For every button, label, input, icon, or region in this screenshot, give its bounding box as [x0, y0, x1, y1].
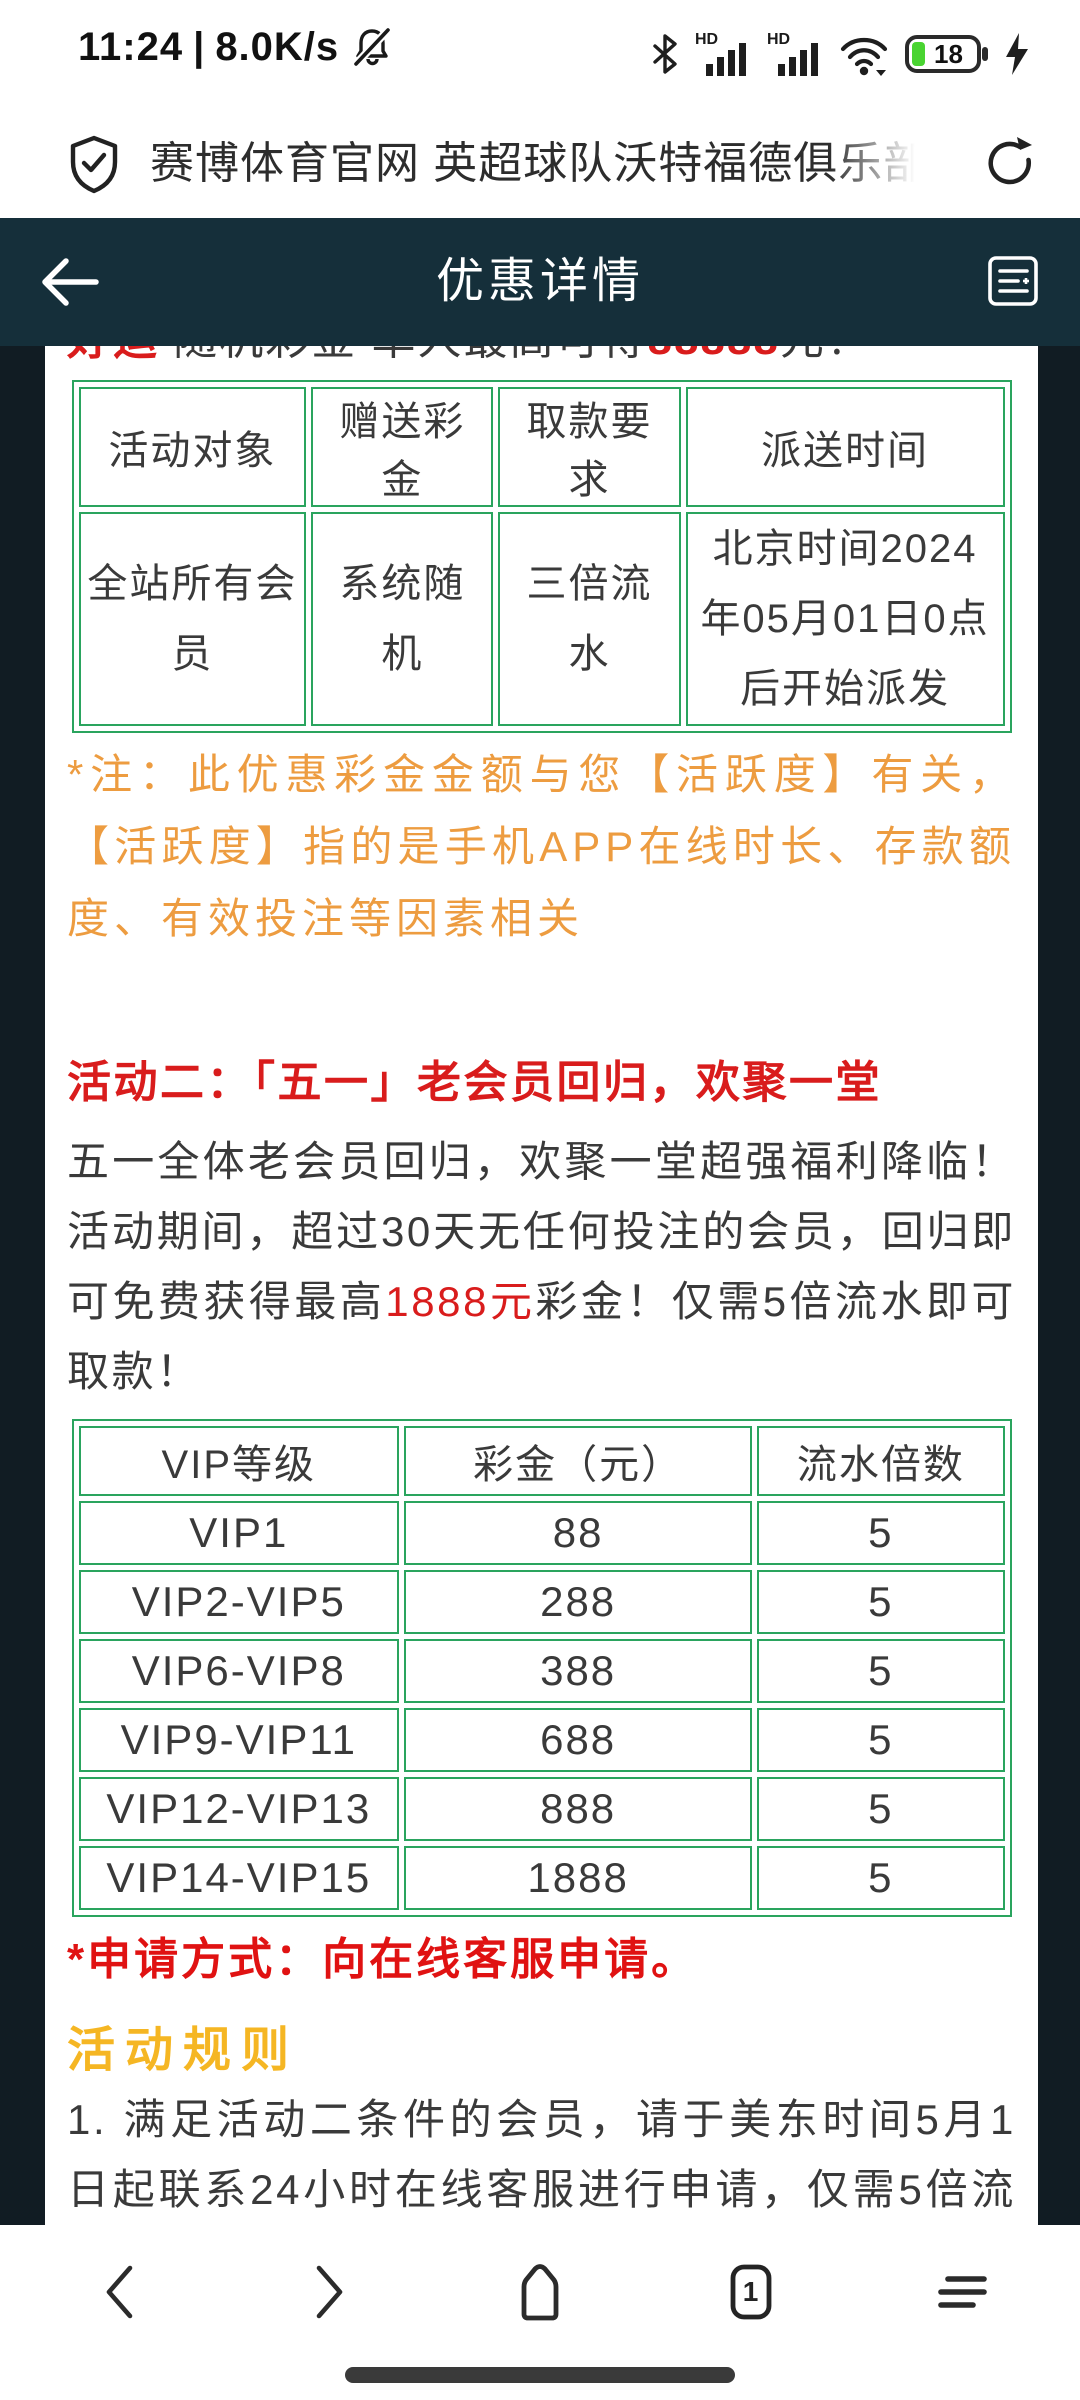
table-cell: 5 [757, 1846, 1005, 1910]
table-cell: 北京时间2024年05月01日0点后开始派发 [685, 512, 1005, 726]
status-bar: 11:24 | 8.0K/s HD [0, 0, 1080, 110]
activity2-body-text: 五一全体老会员回归，欢聚一堂超强福利降临！活动期间，超过30天无任何投注的会员，… [67, 1138, 1016, 1325]
status-right: HD HD [650, 30, 1030, 78]
table-cell: 5 [757, 1501, 1005, 1565]
table-cell: 688 [404, 1708, 753, 1772]
table-cell: 888 [404, 1777, 753, 1841]
table-row: 全站所有会员 系统随机 三倍流水 北京时间2024年05月01日0点后开始派发 [78, 512, 1005, 726]
table-row: VIP14-VIP15 1888 5 [78, 1846, 1005, 1910]
refresh-button[interactable] [982, 136, 1038, 192]
table-row: VIP9-VIP11 688 5 [78, 1708, 1005, 1772]
rules-heading: 活动规则 [67, 2024, 300, 2077]
table-cell: VIP9-VIP11 [78, 1708, 400, 1772]
shield-check-icon[interactable] [66, 134, 122, 194]
clipped-top-line: 好运 随机彩金 单人最高可得88888元！ [67, 346, 1016, 368]
wifi-icon [838, 30, 890, 78]
clipped-line-prefix: 好运 [67, 346, 159, 364]
activity2-heading: 活动二：「五一」老会员回归，欢聚一堂 [67, 1058, 882, 1107]
back-button[interactable] [36, 252, 106, 312]
table-cell: VIP12-VIP13 [78, 1777, 400, 1841]
table-cell: VIP1 [78, 1501, 400, 1565]
activity1-table: 活动对象 赠送彩金 取款要求 派送时间 全站所有会员 系统随机 三倍流水 北京时… [71, 380, 1012, 733]
home-indicator[interactable] [345, 2367, 735, 2383]
network-speed: 8.0K/s [215, 24, 340, 69]
table-header-cell: 彩金（元） [404, 1426, 753, 1496]
page-title[interactable]: 赛博体育官网 英超球队沃特福德俱乐部官 [150, 139, 920, 188]
table-header-cell: 取款要求 [498, 387, 681, 507]
activity2-description: 五一全体老会员回归，欢聚一堂超强福利降临！活动期间，超过30天无任何投注的会员，… [67, 1127, 1016, 1407]
webview-background: 好运 随机彩金 单人最高可得88888元！ 活动对象 赠送彩金 取款要求 派送时… [0, 346, 1080, 2225]
browser-address-bar[interactable]: 赛博体育官网 英超球队沃特福德俱乐部官 [0, 110, 1080, 218]
battery-icon: 18 [904, 31, 990, 77]
table-cell: 5 [757, 1639, 1005, 1703]
tab-count: 1 [742, 2276, 759, 2307]
sim2-signal-icon: HD [766, 30, 824, 78]
header-title: 优惠详情 [435, 255, 644, 308]
mute-bell-icon [349, 24, 395, 70]
battery-level-text: 18 [934, 39, 963, 69]
status-left: 11:24 | 8.0K/s [78, 24, 395, 70]
table-cell: VIP6-VIP8 [78, 1639, 400, 1703]
table-cell: 系统随机 [311, 512, 494, 726]
activity1-note: *注：此优惠彩金金额与您【活跃度】有关，【活跃度】指的是手机APP在线时长、存款… [67, 751, 1016, 942]
table-cell: VIP2-VIP5 [78, 1570, 400, 1634]
table-header-cell: 赠送彩金 [311, 387, 494, 507]
table-row: VIP6-VIP8 388 5 [78, 1639, 1005, 1703]
nav-tabs-button[interactable]: 1 [716, 2261, 786, 2323]
browser-bottom-nav: 1 [0, 2225, 1080, 2400]
table-cell: 388 [404, 1639, 753, 1703]
vip-bonus-table: VIP等级 彩金（元） 流水倍数 VIP1 88 5 VIP2-VIP5 288… [71, 1419, 1012, 1917]
nav-back-button[interactable] [84, 2261, 154, 2323]
clock-text: 11:24 [78, 24, 184, 69]
clipped-line-amount: 88888 [647, 346, 779, 364]
title-fade-overlay [830, 120, 930, 208]
nav-home-button[interactable] [505, 2261, 575, 2323]
activity2-body-text-2: 彩金！仅需5倍流水即可取款！ [67, 1278, 1017, 1395]
table-row: VIP1 88 5 [78, 1501, 1005, 1565]
table-row: 活动对象 赠送彩金 取款要求 派送时间 [78, 387, 1005, 507]
app-header: 优惠详情 [0, 218, 1080, 346]
promo-content-panel[interactable]: 好运 随机彩金 单人最高可得88888元！ 活动对象 赠送彩金 取款要求 派送时… [45, 346, 1038, 2225]
table-header-cell: 活动对象 [78, 387, 307, 507]
sim1-signal-icon: HD [694, 30, 752, 78]
table-header-cell: 流水倍数 [757, 1426, 1005, 1496]
nav-forward-button[interactable] [295, 2261, 365, 2323]
table-cell: VIP14-VIP15 [78, 1846, 400, 1910]
sim1-hd-label: HD [695, 31, 718, 48]
table-cell: 288 [404, 1570, 753, 1634]
table-cell: 1888 [404, 1846, 753, 1910]
table-cell: 88 [404, 1501, 753, 1565]
table-header-cell: VIP等级 [78, 1426, 400, 1496]
rules-item-1: 1. 满足活动二条件的会员，请于美东时间5月1日起联系24小时在线客服进行申请，… [67, 2096, 1016, 2213]
table-row: VIP等级 彩金（元） 流水倍数 [78, 1426, 1005, 1496]
clipped-line-text: 随机彩金 单人最高可得 [173, 346, 647, 364]
table-cell: 三倍流水 [498, 512, 681, 726]
status-divider: | [193, 24, 206, 69]
charging-bolt-icon [1004, 31, 1030, 77]
table-cell: 5 [757, 1708, 1005, 1772]
table-cell: 5 [757, 1777, 1005, 1841]
table-cell: 全站所有会员 [78, 512, 307, 726]
bluetooth-icon [650, 31, 680, 77]
sim2-hd-label: HD [767, 31, 790, 48]
apply-note: *申请方式：向在线客服申请。 [67, 1935, 699, 1984]
table-header-cell: 派送时间 [685, 387, 1005, 507]
table-row: VIP12-VIP13 888 5 [78, 1777, 1005, 1841]
table-cell: 5 [757, 1570, 1005, 1634]
table-row: VIP2-VIP5 288 5 [78, 1570, 1005, 1634]
header-list-button[interactable] [986, 254, 1040, 308]
clipped-line-suffix: 元！ [780, 346, 872, 364]
nav-menu-button[interactable] [926, 2261, 996, 2323]
activity2-highlight: 1888元 [385, 1278, 536, 1325]
